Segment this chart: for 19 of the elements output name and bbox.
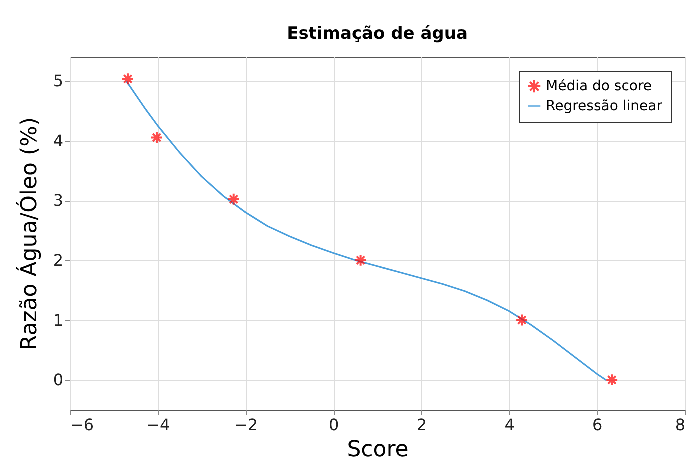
x-tick-label: 0 (328, 416, 340, 434)
x-tick-label: 4 (504, 416, 515, 434)
y-tick-label: 1 (53, 310, 64, 330)
y-tick-label: 4 (53, 131, 64, 150)
x-tick-label: 8 (675, 416, 686, 434)
y-axis-title: Razão Água/Óleo (%) (15, 117, 42, 351)
y-tick-label: 3 (53, 191, 64, 210)
x-tick-label: −6 (70, 416, 94, 434)
x-tick-label: 2 (416, 416, 428, 434)
y-tick-label: 0 (53, 370, 64, 390)
legend-label: Regressão linear (546, 98, 663, 114)
chart-title: Estimação de água (287, 24, 468, 44)
legend-label: Média do score (546, 78, 652, 94)
y-tick-label: 5 (53, 71, 64, 90)
x-tick-label: −2 (234, 416, 258, 434)
y-tick-label: 2 (53, 250, 64, 270)
x-tick-label: −4 (146, 416, 170, 434)
x-axis-title: Score (347, 438, 409, 462)
x-tick-label: 6 (592, 416, 603, 434)
